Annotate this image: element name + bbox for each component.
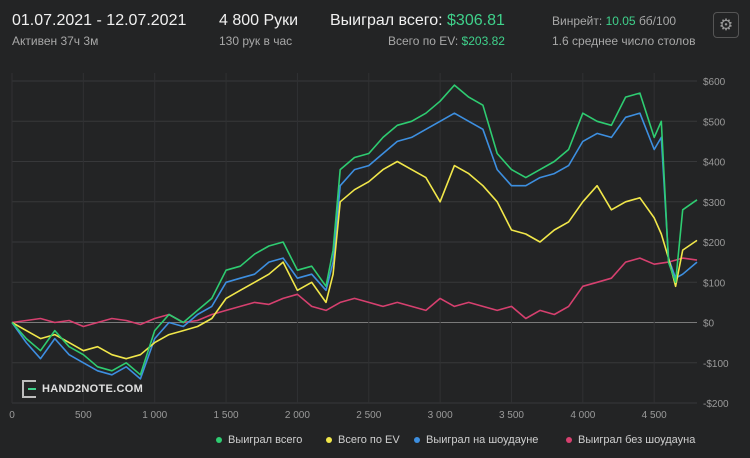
avg-tables: 1.6 среднее число столов bbox=[552, 34, 696, 48]
winrate-summary: Винрейт: 10.05 бб/100 bbox=[552, 14, 676, 28]
legend-dot-icon bbox=[566, 437, 572, 444]
hand2note-logo-text: HAND2NOTE.COM bbox=[42, 383, 144, 395]
active-time: Активен 37ч 3м bbox=[12, 34, 99, 48]
legend-item-ev-total[interactable]: Всего по EV bbox=[326, 434, 400, 446]
x-tick-label: 500 bbox=[75, 410, 92, 421]
hand2note-logo: HAND2NOTE.COM bbox=[22, 380, 143, 398]
y-tick-label: -$200 bbox=[703, 399, 729, 410]
won-total-value: $306.81 bbox=[447, 12, 505, 29]
gear-icon[interactable]: ⚙ bbox=[713, 12, 739, 38]
y-tick-label: $600 bbox=[703, 77, 726, 88]
y-tick-label: $0 bbox=[703, 319, 715, 330]
legend-dot-icon bbox=[216, 437, 222, 444]
y-tick-label: $500 bbox=[703, 117, 726, 128]
legend-label: Выиграл без шоудауна bbox=[578, 434, 696, 446]
series-line-3 bbox=[11, 257, 698, 328]
legend-dot-icon bbox=[414, 437, 420, 444]
x-tick-label: 1 000 bbox=[142, 410, 167, 421]
hand2note-logo-icon bbox=[22, 380, 36, 398]
won-total-label: Выиграл всего: bbox=[330, 12, 443, 29]
legend-item-showdown[interactable]: Выиграл на шоудауне bbox=[414, 434, 538, 446]
x-axis-ticks: 0 500 1 000 1 500 2 000 2 500 3 000 3 500 4 000 4… bbox=[9, 410, 667, 421]
y-tick-label: -$100 bbox=[703, 359, 729, 370]
legend-label: Всего по EV bbox=[338, 434, 400, 446]
won-total-summary: Выиграл всего: $306.81 bbox=[330, 12, 505, 30]
y-tick-label: $400 bbox=[703, 158, 726, 169]
x-tick-label: 4 000 bbox=[570, 410, 595, 421]
legend-label: Выиграл всего bbox=[228, 434, 303, 446]
legend-item-no-showdown[interactable]: Выиграл без шоудауна bbox=[566, 434, 695, 446]
x-tick-label: 2 500 bbox=[356, 410, 381, 421]
y-tick-label: $300 bbox=[703, 198, 726, 209]
winrate-unit: бб/100 bbox=[638, 14, 677, 28]
x-tick-label: 1 500 bbox=[214, 410, 239, 421]
date-range: 01.07.2021 - 12.07.2021 bbox=[12, 12, 187, 29]
x-tick-label: 3 500 bbox=[499, 410, 524, 421]
x-tick-label: 3 000 bbox=[428, 410, 453, 421]
series-line-0 bbox=[11, 84, 698, 376]
ev-total-label: Всего по EV: bbox=[388, 34, 459, 48]
chart-grid bbox=[11, 73, 697, 404]
winrate-label: Винрейт: bbox=[552, 14, 603, 28]
winrate-value: 10.05 bbox=[605, 14, 636, 28]
x-tick-label: 2 000 bbox=[285, 410, 310, 421]
y-tick-label: $200 bbox=[703, 238, 726, 249]
hands-count: 4 800 Руки bbox=[219, 12, 299, 29]
series-line-1 bbox=[11, 160, 698, 360]
x-tick-label: 0 bbox=[9, 410, 15, 421]
ev-total-summary: Всего по EV: $203.82 bbox=[388, 34, 505, 48]
y-tick-label: $100 bbox=[703, 278, 726, 289]
chart-series bbox=[11, 84, 698, 380]
hands-per-hour: 130 рук в час bbox=[219, 34, 293, 48]
y-axis-ticks: $600 $500 $400 $300 $200 $100 $0 -$100 -$200 bbox=[703, 77, 729, 410]
legend-item-won-total[interactable]: Выиграл всего bbox=[216, 434, 302, 446]
series-line-2 bbox=[11, 112, 698, 380]
legend-label: Выиграл на шоудауне bbox=[426, 434, 539, 446]
x-tick-label: 4 500 bbox=[642, 410, 667, 421]
legend-dot-icon bbox=[326, 437, 332, 444]
ev-total-value: $203.82 bbox=[461, 34, 505, 48]
